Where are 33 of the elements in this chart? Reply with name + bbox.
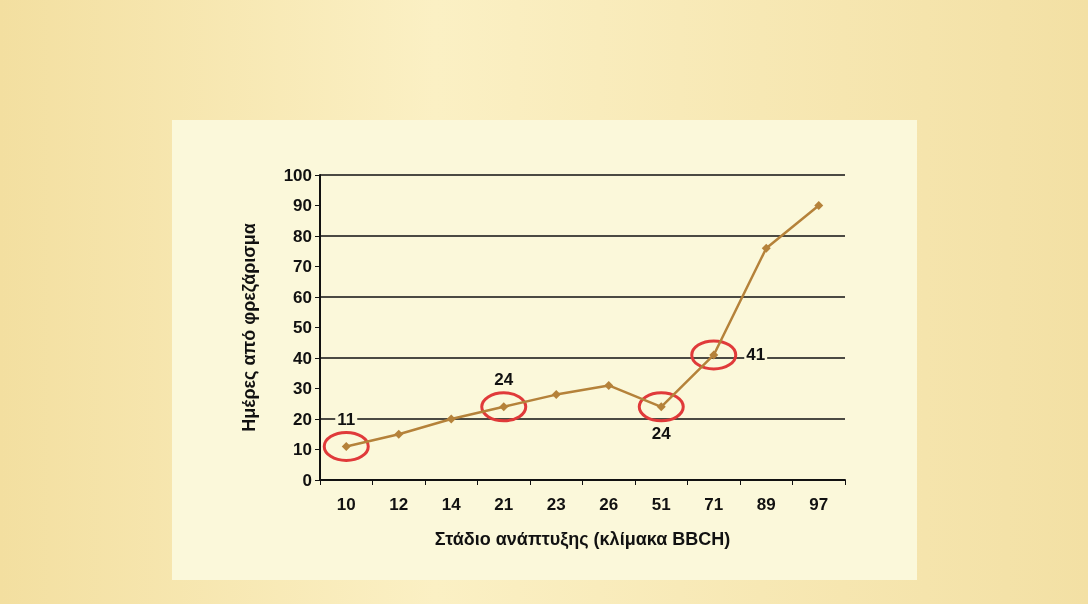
data-label: 24 [494,370,514,390]
data-label: 41 [746,345,766,365]
point [604,380,614,390]
y-tick-label: 40 [293,348,312,368]
x-tick-label: 26 [599,495,619,514]
y-tick-label: 100 [283,165,312,185]
y-tick-label: 60 [293,287,312,307]
x-tick-label: 14 [441,495,462,514]
x-tick-label: 89 [756,495,776,514]
x-tick-label: 51 [651,495,671,514]
y-tick-label: 90 [293,196,312,215]
data-label: 24 [651,424,672,444]
y-tick-label: 50 [293,318,312,337]
x-tick-label: 10 [336,495,356,514]
x-tick-label: 23 [546,495,566,514]
x-tick-label: 21 [494,495,514,514]
point [394,429,404,439]
y-tick-label: 0 [302,470,312,490]
y-axis-title: Ημέρες από φρεζάρισμα [239,223,260,432]
y-tick-label: 30 [293,379,312,398]
x-tick-label: 71 [704,495,724,514]
y-tick-label: 70 [293,257,312,276]
x-axis-title: Στάδιο ανάπτυξης (κλίμακα BBCH) [434,529,731,550]
y-tick-label: 10 [293,440,312,459]
data-label: 11 [337,409,356,429]
y-tick-label: 20 [293,409,312,429]
point [446,414,456,424]
point [551,390,561,400]
point [814,201,824,210]
x-tick-label: 12 [389,495,409,514]
point [761,243,771,253]
x-tick-label: 97 [809,495,829,514]
y-tick-label: 80 [293,226,312,246]
